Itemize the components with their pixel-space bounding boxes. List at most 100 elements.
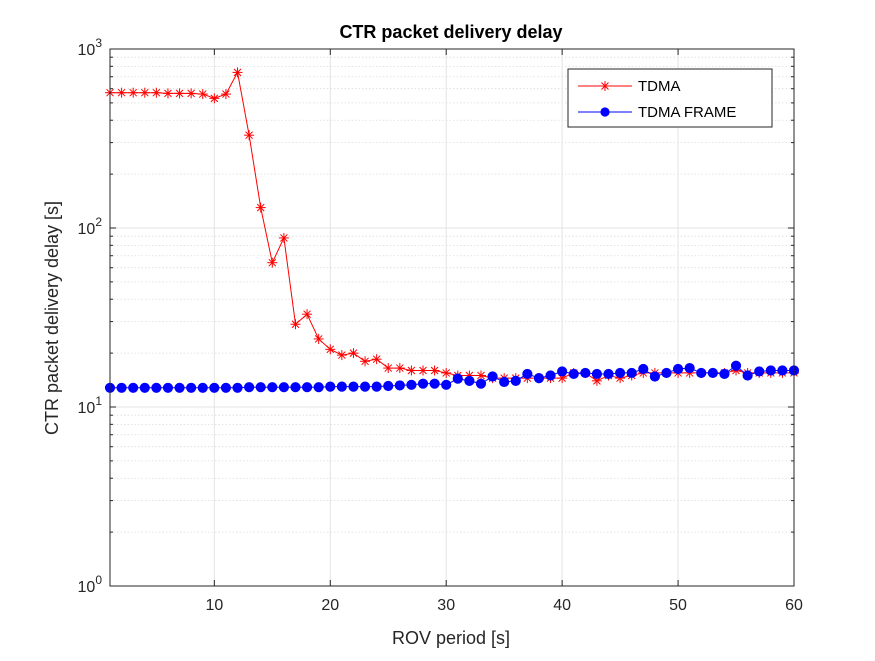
legend-box <box>567 68 773 128</box>
data-point <box>255 202 266 213</box>
x-axis-label: ROV period [s] <box>392 628 510 648</box>
data-point <box>730 360 742 371</box>
legend-label-1: TDMA <box>638 78 681 95</box>
data-point <box>580 367 591 379</box>
data-point <box>186 382 197 393</box>
data-point <box>429 365 440 376</box>
data-point <box>441 367 452 378</box>
data-point <box>186 88 197 99</box>
data-point <box>313 333 324 344</box>
data-point <box>417 378 429 389</box>
legend-marker-1 <box>600 81 610 91</box>
y-tick-label: 101 <box>78 394 103 417</box>
data-point <box>603 368 614 380</box>
data-point <box>244 130 255 141</box>
data-point <box>116 382 127 393</box>
data-point <box>719 368 730 380</box>
data-point <box>649 371 660 382</box>
data-point <box>267 257 278 268</box>
data-point <box>638 363 649 375</box>
data-point <box>174 88 185 99</box>
data-point <box>255 382 266 393</box>
data-point <box>707 367 718 379</box>
data-point <box>151 87 162 98</box>
data-point <box>220 382 232 393</box>
data-point <box>568 368 579 380</box>
data-point <box>209 382 220 393</box>
data-point <box>139 87 150 98</box>
data-point <box>162 88 173 99</box>
y-tick-label: 102 <box>78 215 103 238</box>
data-point <box>545 370 556 381</box>
data-point <box>557 366 568 377</box>
plot-series <box>104 67 800 393</box>
data-point <box>313 382 324 393</box>
data-point <box>116 87 127 98</box>
x-tick-label: 10 <box>205 597 223 614</box>
data-point <box>128 382 139 393</box>
data-point <box>533 373 545 384</box>
x-tick-label: 60 <box>785 597 803 614</box>
data-point <box>348 348 359 359</box>
data-point <box>406 365 417 376</box>
data-point <box>290 319 301 330</box>
data-point <box>406 379 417 390</box>
data-point <box>244 382 255 393</box>
y-axis-label: CTR packet delivery delay [s] <box>42 201 62 435</box>
data-point <box>197 382 208 393</box>
data-point <box>209 93 220 104</box>
data-point <box>383 363 394 374</box>
data-point <box>371 381 382 392</box>
data-point <box>487 371 498 382</box>
data-point <box>765 365 776 376</box>
data-point <box>220 89 231 100</box>
data-point <box>394 363 405 374</box>
data-point <box>128 87 139 98</box>
data-point <box>452 373 463 384</box>
x-tick-label: 40 <box>553 597 571 614</box>
data-point <box>684 362 695 374</box>
data-point <box>441 379 452 390</box>
data-point <box>754 366 765 377</box>
data-point <box>475 378 487 389</box>
data-point <box>661 367 672 379</box>
data-point <box>162 382 174 393</box>
data-point <box>174 382 185 393</box>
y-tick-label: 103 <box>78 36 103 59</box>
data-point <box>267 382 278 393</box>
legend-label-2: TDMA FRAME <box>638 104 736 121</box>
legend: TDMA TDMA FRAME <box>567 68 773 128</box>
data-point <box>325 381 336 392</box>
axes-box <box>109 48 795 587</box>
data-point <box>325 344 336 355</box>
y-tick-label: 100 <box>78 573 103 596</box>
data-point <box>139 382 150 393</box>
chart-title: CTR packet delivery delay <box>339 22 562 42</box>
x-tick-label: 50 <box>669 597 687 614</box>
axes: 10 20 30 40 50 60 100 101 102 103 <box>78 36 803 614</box>
data-point <box>522 368 533 380</box>
data-point <box>591 368 603 380</box>
data-point <box>151 382 162 393</box>
x-tick-label: 30 <box>437 597 455 614</box>
data-point <box>464 375 475 386</box>
data-point <box>278 232 289 243</box>
data-point <box>696 367 707 379</box>
data-point <box>418 365 429 376</box>
data-point <box>672 363 684 375</box>
data-point <box>278 382 289 393</box>
data-point <box>371 354 382 365</box>
data-point <box>348 381 359 392</box>
data-point <box>336 350 347 361</box>
legend-marker-2 <box>600 107 610 117</box>
data-point <box>429 378 440 389</box>
data-point <box>626 367 637 379</box>
data-point <box>232 382 243 393</box>
data-point <box>197 89 208 100</box>
data-point <box>499 376 510 388</box>
data-point <box>232 67 243 78</box>
data-point <box>360 356 371 367</box>
data-point <box>510 375 521 386</box>
data-point <box>336 381 347 392</box>
